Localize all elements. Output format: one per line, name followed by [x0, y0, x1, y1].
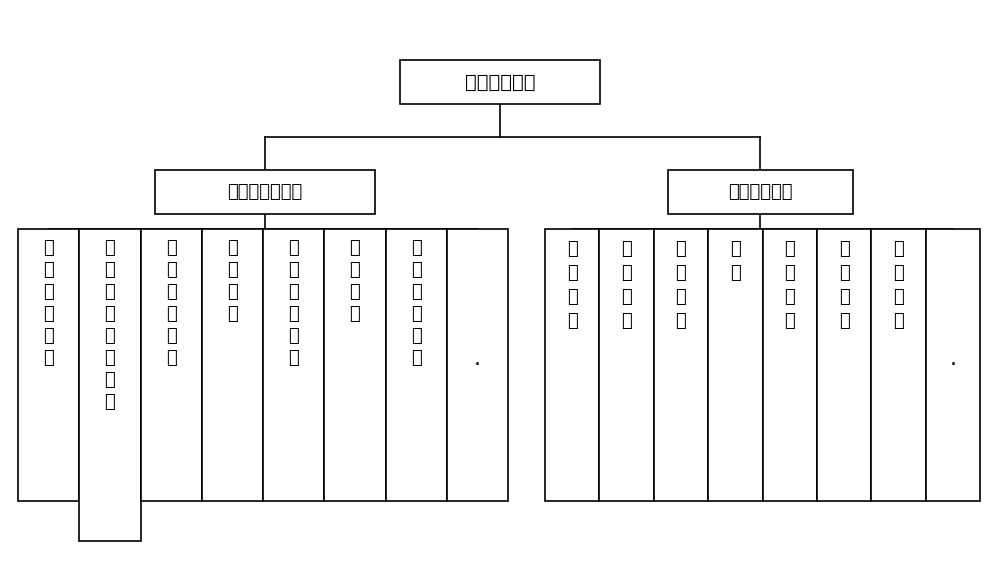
Text: 电: 电 [350, 283, 360, 301]
Text: 阻: 阻 [893, 240, 904, 258]
Text: 介: 介 [411, 239, 422, 257]
Text: 量: 量 [43, 349, 54, 367]
Text: 压: 压 [288, 305, 299, 323]
Text: 力: 力 [784, 264, 795, 282]
Text: 功: 功 [621, 240, 632, 258]
Text: 试: 试 [784, 312, 795, 330]
Text: 率: 率 [621, 264, 632, 282]
Text: 特: 特 [621, 288, 632, 306]
Text: 损: 损 [411, 283, 422, 301]
Text: 频: 频 [288, 261, 299, 279]
Text: 数: 数 [104, 349, 115, 367]
Text: 直: 直 [43, 239, 54, 257]
Text: 升: 升 [676, 264, 686, 282]
Text: 流: 流 [350, 305, 360, 323]
Text: 缘: 缘 [104, 261, 115, 279]
Text: 测: 测 [227, 283, 238, 301]
Bar [263, 229, 324, 501]
Text: 耗: 耗 [411, 305, 422, 323]
Text: 测: 测 [893, 288, 904, 306]
Text: 化: 化 [104, 305, 115, 323]
Text: 量: 量 [104, 393, 115, 411]
Text: 阻: 阻 [166, 305, 176, 323]
Text: 量: 量 [893, 312, 904, 330]
Text: 量: 量 [166, 349, 176, 367]
Bar [817, 229, 871, 501]
Text: 率: 率 [567, 264, 578, 282]
Text: 测: 测 [784, 288, 795, 306]
Text: 气: 气 [839, 240, 849, 258]
Text: 隙: 隙 [839, 264, 849, 282]
Text: 间: 间 [227, 261, 238, 279]
Text: 阻: 阻 [43, 305, 54, 323]
Bar [140, 229, 202, 501]
Text: 特: 特 [839, 288, 849, 306]
Bar [155, 170, 375, 214]
Text: 露: 露 [350, 261, 360, 279]
Bar [926, 229, 980, 501]
Text: 性: 性 [621, 312, 632, 330]
Text: 绝: 绝 [104, 239, 115, 257]
Bar [400, 60, 600, 104]
Text: 推: 推 [784, 240, 795, 258]
Bar [18, 229, 79, 501]
Text: ·: · [474, 355, 481, 375]
Bar [324, 229, 386, 501]
Text: 素: 素 [567, 312, 578, 330]
Bar [545, 229, 599, 501]
Text: 温: 温 [676, 240, 686, 258]
Text: 耐: 耐 [288, 283, 299, 301]
Text: 因: 因 [567, 288, 578, 306]
Text: 直线电机测试: 直线电机测试 [465, 72, 535, 92]
Text: 率: 率 [730, 264, 741, 282]
Text: 效: 效 [730, 240, 741, 258]
Bar [79, 229, 140, 541]
Text: 专项复合性测试: 专项复合性测试 [227, 183, 303, 201]
Text: 绝: 绝 [166, 239, 176, 257]
Text: ·: · [949, 355, 956, 375]
Text: 性: 性 [839, 312, 849, 330]
Bar [386, 229, 447, 501]
Text: 测: 测 [166, 327, 176, 345]
Text: 试: 试 [288, 327, 299, 345]
Text: 量: 量 [411, 349, 422, 367]
Text: 试: 试 [227, 305, 238, 323]
Bar [763, 229, 817, 501]
Text: 泄: 泄 [350, 239, 360, 257]
Text: 极: 极 [104, 283, 115, 301]
Text: 电: 电 [166, 283, 176, 301]
Text: 静态特性测试: 静态特性测试 [728, 183, 792, 201]
Text: 验: 验 [288, 349, 299, 367]
Text: 功: 功 [567, 240, 578, 258]
Bar [708, 229, 763, 501]
Text: 电: 电 [43, 283, 54, 301]
Text: 缘: 缘 [166, 261, 176, 279]
Bar [447, 229, 508, 501]
Text: 测: 测 [104, 371, 115, 389]
Bar [599, 229, 654, 501]
Text: 质: 质 [411, 261, 422, 279]
Text: 流: 流 [43, 261, 54, 279]
Text: 抗: 抗 [893, 264, 904, 282]
Bar [871, 229, 926, 501]
Text: 试: 试 [676, 288, 686, 306]
Text: 测: 测 [411, 327, 422, 345]
Text: 匝: 匝 [227, 239, 238, 257]
Text: 指: 指 [104, 327, 115, 345]
Text: 测: 测 [43, 327, 54, 345]
Bar [654, 229, 708, 501]
Text: 工: 工 [288, 239, 299, 257]
Bar [202, 229, 263, 501]
Bar [668, 170, 852, 214]
Text: 验: 验 [676, 312, 686, 330]
